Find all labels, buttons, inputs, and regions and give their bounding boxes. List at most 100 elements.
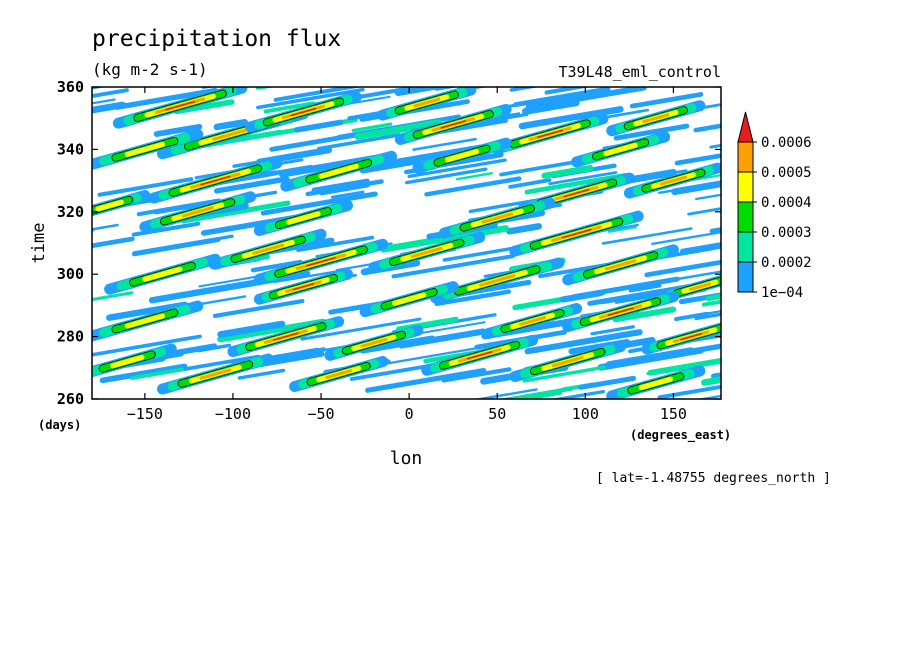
precip-streak: [491, 113, 609, 155]
background-streak: [92, 101, 126, 114]
background-streak: [153, 123, 203, 137]
background-streak: [380, 225, 510, 253]
x-axis-label: lon: [390, 448, 423, 469]
colorbar-label: 1e−04: [761, 285, 803, 301]
x-tick-label: 150: [660, 405, 687, 423]
y-tick-label: 260: [57, 390, 84, 408]
background-streak: [365, 368, 487, 393]
background-streak: [263, 101, 315, 114]
precip-streak: [368, 231, 486, 273]
background-streak: [407, 158, 507, 179]
precip-streak: [509, 210, 644, 257]
background-streak: [318, 181, 371, 196]
background-streak: [696, 394, 721, 399]
background-streak: [131, 237, 221, 257]
background-streak: [131, 221, 201, 237]
background-streak: [597, 347, 704, 371]
background-streak: [354, 119, 442, 140]
run-label: T39L48_eml_control: [558, 63, 721, 81]
background-streak: [441, 367, 512, 383]
colorbar-label: 0.0004: [761, 195, 812, 211]
background-streak: [736, 77, 820, 91]
background-streak: [612, 306, 677, 323]
colorbar-swatch: [737, 141, 754, 173]
background-streak: [749, 94, 855, 112]
background-streak: [330, 190, 365, 199]
precip-streak: [139, 191, 257, 233]
background-streak: [213, 118, 248, 131]
colorbar-label: 0.0006: [761, 135, 812, 151]
colorbar-swatch: [737, 231, 754, 263]
background-streak: [99, 363, 188, 384]
background-streak: [106, 301, 189, 321]
y-tick-label: 340: [57, 140, 84, 158]
precip-streak: [509, 341, 627, 383]
precip-streak: [421, 334, 538, 376]
background-streak: [613, 123, 690, 141]
y-tick-label: 360: [57, 78, 84, 96]
y-tick-label: 320: [57, 203, 84, 221]
background-streak: [212, 299, 305, 318]
colorbar-legend: 1e−04 0.0002 0.0003 0.0004 0.0005 0.0006: [737, 111, 812, 301]
background-streak: [518, 106, 624, 130]
background-streak: [701, 299, 721, 307]
background-streak: [92, 334, 202, 357]
background-streak: [433, 87, 460, 91]
background-streak: [424, 176, 522, 197]
background-streak: [541, 164, 594, 179]
background-streak: [97, 177, 194, 197]
background-streak: [628, 284, 662, 293]
background-streak: [130, 367, 184, 380]
precip-streak: [571, 131, 671, 168]
x-tick-label: 50: [488, 405, 506, 423]
background-streak: [701, 376, 721, 386]
x-axis: −150 −100 −50 0 50 100 150: [127, 87, 687, 423]
precip-streak: [253, 200, 353, 237]
background-streak: [601, 227, 693, 245]
precip-streak: [156, 353, 274, 395]
background-streak: [382, 344, 494, 366]
precip-streak: [324, 324, 424, 361]
background-streak: [474, 388, 538, 399]
colorbar-extension: [737, 111, 754, 143]
precip-streak: [412, 137, 512, 174]
background-streak: [273, 87, 363, 102]
background-streak: [256, 87, 365, 110]
background-streak: [347, 110, 386, 121]
precip-streak: [659, 274, 721, 303]
background-streak: [730, 353, 814, 367]
background-streak: [745, 325, 796, 334]
precip-streak: [112, 87, 248, 129]
background-streak: [603, 270, 721, 293]
background-streak: [733, 105, 795, 116]
chart-title: precipitation flux: [92, 26, 341, 52]
background-streak: [647, 357, 721, 376]
precip-streak: [359, 281, 459, 318]
background-streak: [92, 291, 134, 302]
x-tick-label: 100: [572, 405, 599, 423]
background-streak: [524, 329, 643, 355]
background-streak: [671, 180, 721, 196]
background-streak: [412, 137, 477, 151]
background-streak: [351, 122, 393, 133]
background-streak: [173, 99, 235, 115]
background-streak: [711, 87, 717, 88]
background-streak: [178, 354, 261, 372]
colorbar-label: 0.0003: [761, 225, 812, 241]
background-streak: [601, 290, 665, 305]
background-streak: [694, 312, 721, 321]
background-streak: [710, 372, 721, 379]
precip-streak: [92, 190, 151, 217]
background-streak: [508, 178, 552, 189]
y-tick-label: 280: [57, 328, 84, 346]
background-streak: [544, 87, 592, 95]
background-streak: [524, 173, 628, 195]
precip-streak: [253, 268, 353, 305]
background-streak: [734, 77, 821, 92]
x-axis-units: (degrees_east): [630, 428, 731, 443]
background-streak: [92, 229, 95, 232]
precip-streak: [253, 238, 389, 285]
precip-streak: [104, 253, 221, 295]
background-streak: [695, 193, 721, 201]
precip-streak: [148, 157, 283, 204]
